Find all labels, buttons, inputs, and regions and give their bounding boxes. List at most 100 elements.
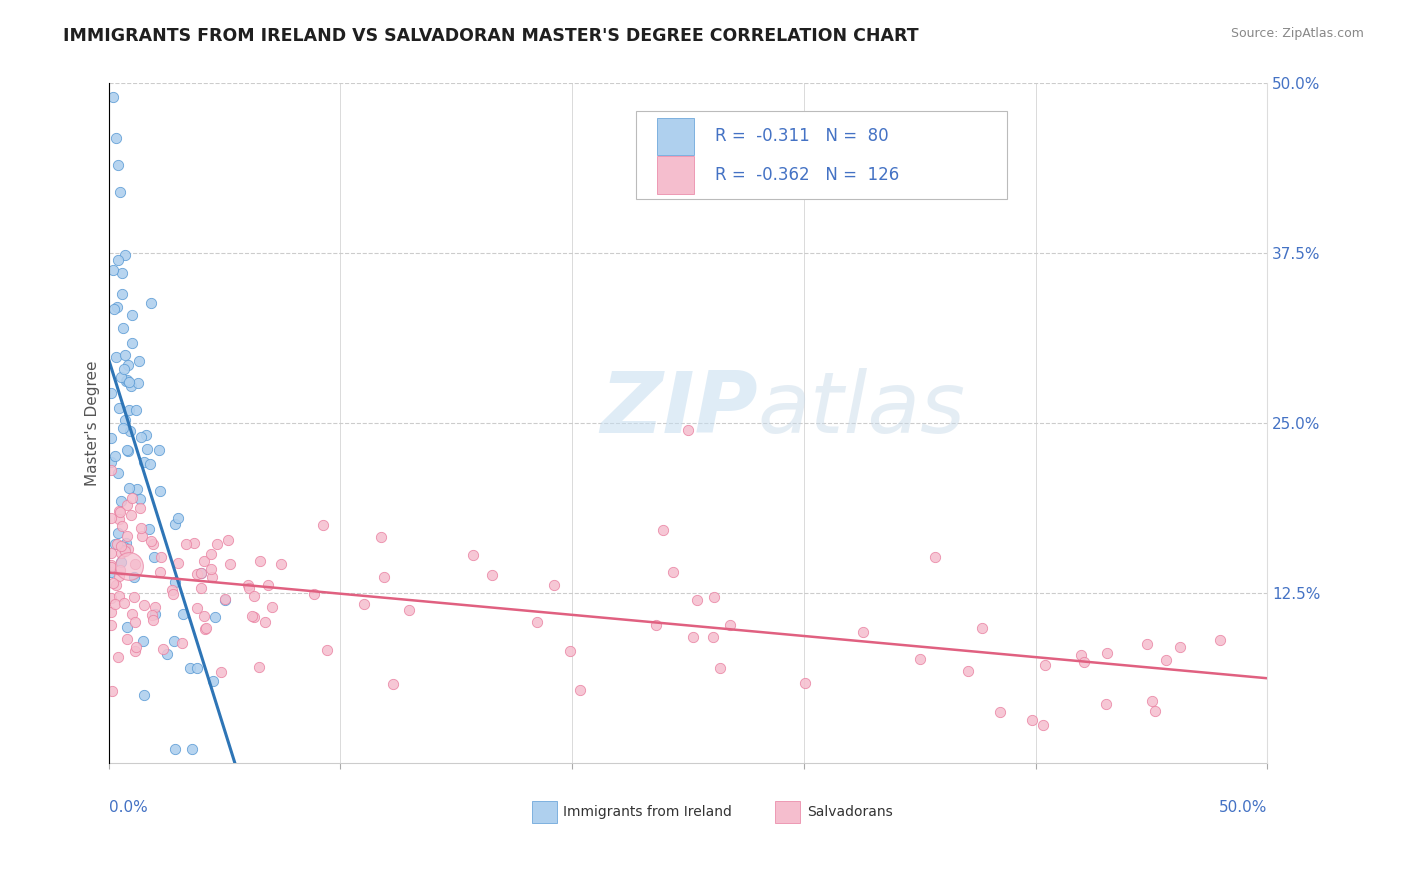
Point	[970, 620, 993, 634]
Point	[104, 351, 127, 365]
Point	[1209, 632, 1232, 647]
Point	[101, 576, 124, 591]
Point	[194, 622, 217, 636]
Point	[204, 610, 226, 624]
Point	[150, 550, 173, 565]
Point	[143, 599, 166, 614]
Point	[381, 677, 404, 691]
Point	[270, 558, 292, 572]
Point	[120, 379, 142, 393]
Point	[193, 554, 215, 568]
Point	[302, 587, 325, 601]
Point	[108, 503, 131, 517]
Point	[172, 636, 194, 650]
Point	[718, 617, 741, 632]
Point	[110, 546, 132, 560]
Point	[117, 529, 139, 543]
Point	[988, 705, 1011, 719]
Point	[129, 430, 152, 444]
Point	[149, 484, 172, 499]
Point	[117, 358, 139, 372]
Text: Immigrants from Ireland: Immigrants from Ireland	[562, 805, 731, 819]
Point	[1168, 640, 1191, 655]
Point	[100, 560, 122, 574]
Text: 0.0%: 0.0%	[108, 800, 148, 815]
Point	[135, 428, 157, 442]
Point	[686, 593, 709, 607]
Point	[172, 607, 194, 621]
Point	[167, 511, 190, 525]
Point	[107, 589, 129, 603]
Point	[262, 600, 284, 615]
Point	[110, 493, 132, 508]
Point	[238, 581, 260, 595]
Point	[1140, 694, 1163, 708]
Point	[132, 633, 155, 648]
Point	[463, 549, 485, 563]
Bar	[657, 156, 693, 194]
Point	[201, 674, 224, 689]
Point	[111, 266, 134, 280]
Text: atlas: atlas	[758, 368, 966, 451]
Point	[107, 525, 129, 540]
Point	[186, 661, 208, 675]
Point	[107, 158, 129, 172]
Point	[924, 550, 946, 565]
Point	[121, 335, 143, 350]
Point	[205, 537, 228, 551]
Point	[181, 742, 204, 756]
Point	[139, 457, 162, 471]
Point	[162, 633, 184, 648]
Point	[121, 491, 143, 505]
Point	[110, 185, 132, 199]
Point	[142, 537, 165, 551]
Point	[114, 248, 136, 262]
Bar	[657, 118, 693, 155]
Point	[398, 603, 420, 617]
Point	[138, 522, 160, 536]
Point	[111, 518, 134, 533]
Point	[120, 425, 142, 439]
Point	[1032, 718, 1054, 732]
Point	[118, 376, 141, 390]
Point	[214, 591, 236, 606]
Point	[129, 521, 152, 535]
Point	[114, 540, 136, 554]
Point	[115, 443, 138, 458]
Y-axis label: Master's Degree: Master's Degree	[86, 360, 100, 486]
Point	[128, 354, 150, 368]
Point	[163, 574, 186, 589]
Point	[104, 597, 127, 611]
Point	[193, 608, 215, 623]
Point	[186, 567, 208, 582]
Point	[105, 578, 128, 592]
Point	[100, 511, 122, 525]
Point	[190, 566, 212, 580]
Point	[114, 536, 136, 550]
Point	[852, 624, 875, 639]
Point	[214, 593, 236, 607]
Point	[110, 505, 132, 519]
Text: R =  -0.311   N =  80: R = -0.311 N = 80	[714, 128, 889, 145]
Point	[1073, 655, 1095, 669]
Point	[662, 565, 685, 579]
Point	[481, 567, 503, 582]
Point	[108, 512, 131, 526]
Point	[315, 643, 337, 657]
Point	[190, 581, 212, 595]
Point	[129, 492, 152, 507]
Point	[112, 542, 135, 557]
Point	[676, 423, 699, 437]
Point	[141, 534, 163, 549]
Point	[131, 529, 153, 543]
Point	[373, 570, 395, 584]
Point	[702, 630, 724, 644]
Point	[1136, 637, 1159, 651]
Point	[249, 554, 271, 568]
Point	[121, 308, 143, 322]
Point	[107, 466, 129, 480]
Point	[142, 613, 165, 627]
Point	[100, 546, 122, 560]
Point	[125, 640, 148, 655]
Point	[160, 582, 183, 597]
